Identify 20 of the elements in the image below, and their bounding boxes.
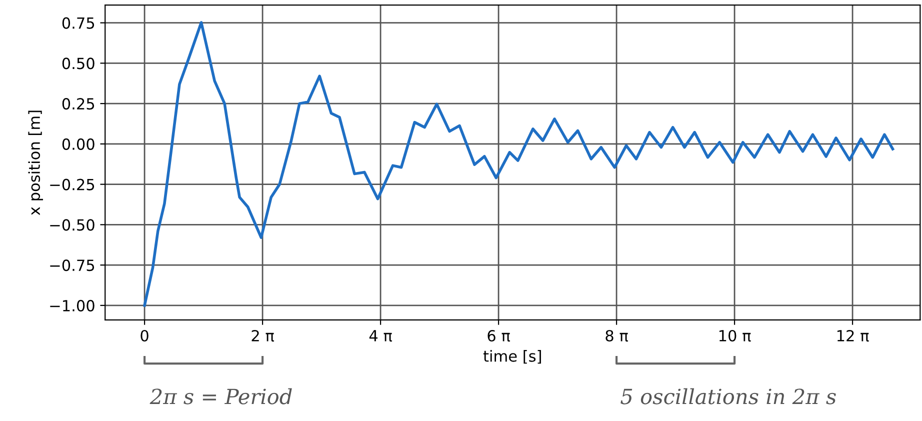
x-tick-label: 0 (140, 330, 148, 342)
text: 5 oscillations in 2π s (620, 388, 836, 404)
y-tick-label: 0.75 (62, 17, 94, 29)
y-tick-label: −0.50 (50, 219, 94, 231)
x-tick-label: 10 π (719, 330, 751, 342)
y-tick-label: 0.50 (62, 58, 94, 70)
y-tick-label: 0.00 (62, 138, 94, 150)
x-tick-label: 6 π (488, 330, 510, 342)
text: 2π s = Period (150, 388, 292, 404)
y-tick-label: −1.00 (50, 300, 94, 312)
y-axis-title: x position [m] (28, 110, 44, 216)
y-tick-label: −0.25 (50, 178, 94, 190)
x-tick-label: 4 π (369, 330, 392, 342)
x-axis-title: time [s] (483, 350, 541, 364)
x-tick-label: 12 π (837, 330, 869, 342)
x-tick-label: 8 π (606, 330, 628, 342)
line-series (143, 21, 894, 307)
x-tick-label: 2 π (252, 330, 274, 342)
y-tick-label: 0.25 (62, 98, 94, 110)
y-tick-label: −0.75 (50, 260, 94, 272)
